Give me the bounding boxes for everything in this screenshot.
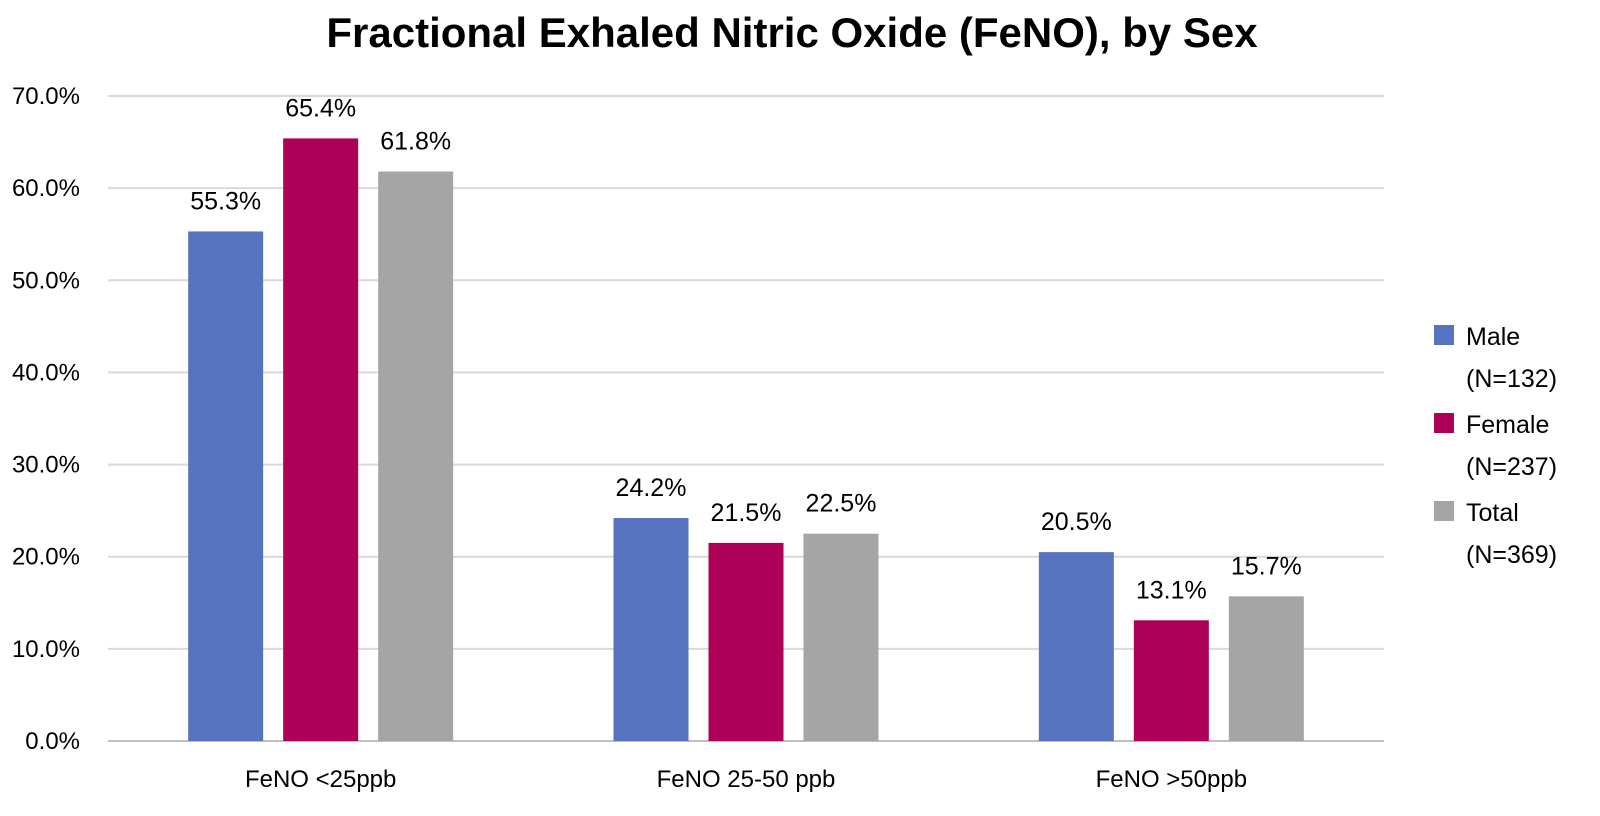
x-category-label: FeNO >50ppb [1096,766,1247,793]
legend-label: Total [1466,499,1519,527]
legend-swatch [1434,325,1454,345]
legend-item-male: Male (N=132) [1434,323,1557,393]
bar-female-3 [1133,620,1209,741]
legend-label: (N=369) [1466,541,1557,569]
y-tick-label: 40.0% [12,359,80,386]
y-tick-label: 50.0% [12,267,80,294]
legend-item-total: Total (N=369) [1434,499,1557,569]
data-labels: 55.3% 65.4% 61.8% 24.2% 21.5% 22.5% 20.5% 13.1%… [190,94,1302,604]
y-tick-label: 60.0% [12,175,80,202]
data-label: 55.3% [190,187,261,215]
data-label: 21.5% [711,499,782,527]
x-axis-categories: FeNO <25ppb FeNO 25-50 ppb FeNO >50ppb [245,766,1247,793]
y-tick-label: 20.0% [12,544,80,571]
bar-male-2 [613,518,689,741]
legend-swatch [1434,501,1454,521]
x-category-label: FeNO <25ppb [245,766,396,793]
legend-label: Male [1466,323,1520,351]
bar-female-1 [283,138,359,741]
bar-total-3 [1228,596,1304,741]
data-label: 15.7% [1231,552,1302,580]
y-tick-label: 30.0% [12,452,80,479]
legend-label: (N=132) [1466,365,1557,393]
chart-title: Fractional Exhaled Nitric Oxide (FeNO), … [326,9,1258,56]
x-category-label: FeNO 25-50 ppb [657,766,836,793]
bar-total-2 [803,533,879,741]
legend-swatch [1434,413,1454,433]
y-tick-label: 70.0% [12,83,80,110]
legend-label: Female [1466,411,1549,439]
legend-label: (N=237) [1466,453,1557,481]
bar-total-1 [378,171,454,742]
bar-female-2 [708,542,784,741]
legend: Male (N=132) Female (N=237) Total (N=369) [1434,323,1557,569]
data-label: 65.4% [285,94,356,122]
data-label: 22.5% [806,490,877,518]
data-label: 20.5% [1041,508,1112,536]
bar-male-1 [188,231,264,741]
bars [188,138,1304,742]
legend-item-female: Female (N=237) [1434,411,1557,481]
data-label: 13.1% [1136,576,1207,604]
bar-male-3 [1038,552,1114,741]
y-tick-label: 0.0% [25,728,80,755]
data-label: 24.2% [616,474,687,502]
data-label: 61.8% [380,128,451,156]
y-axis-ticks: 0.0% 10.0% 20.0% 30.0% 40.0% 50.0% 60.0% 70.0% [12,83,80,755]
y-tick-label: 10.0% [12,636,80,663]
